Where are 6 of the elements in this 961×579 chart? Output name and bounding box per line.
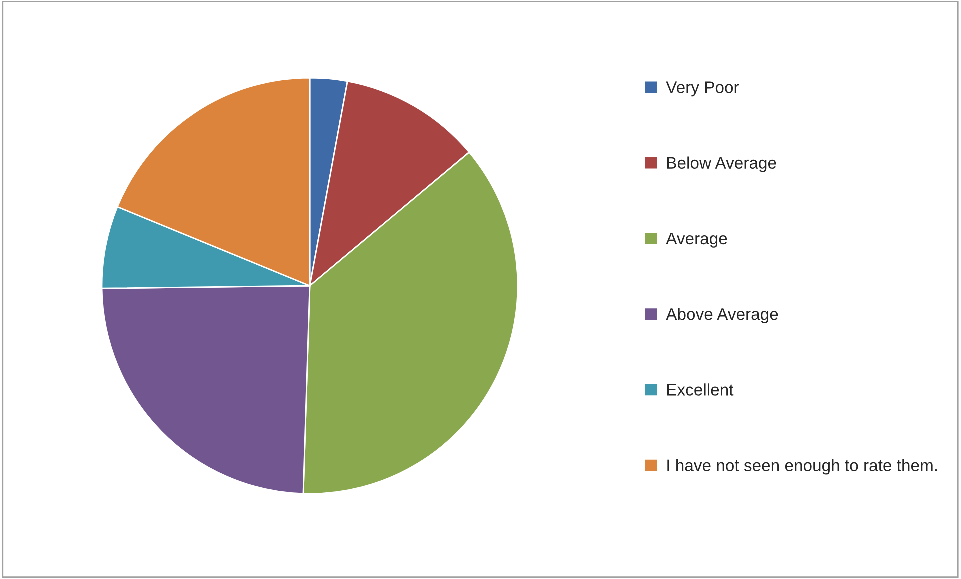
legend-label: Average [666,232,728,248]
legend-label: Below Average [667,156,776,172]
legend-label: Very Poor [666,82,740,97]
legend-label: Excellent [667,384,734,396]
legend-label: Above Average [666,308,778,324]
legend-label: I have not seen enough to rate them. [668,459,938,475]
